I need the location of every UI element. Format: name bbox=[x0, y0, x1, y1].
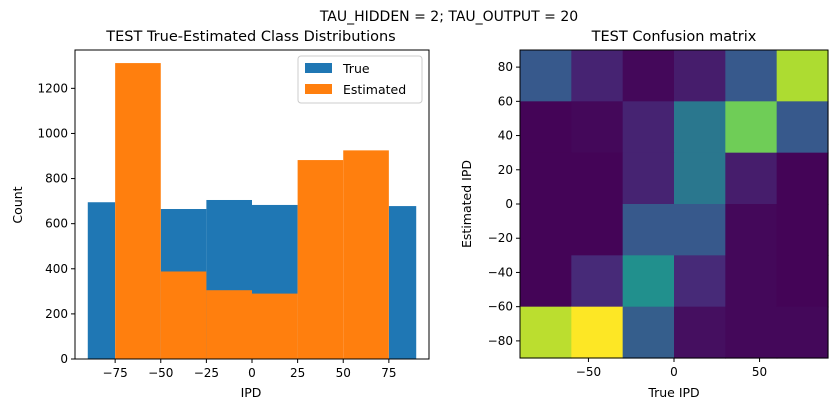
cm-cell-r2-c0 bbox=[520, 152, 572, 205]
cm-cell-r5-c4 bbox=[725, 306, 778, 359]
histogram-chart: TEST True-Estimated Class Distributions … bbox=[10, 29, 430, 400]
cm-cell-r5-c5 bbox=[776, 306, 829, 359]
confusion-matrix-y-label: Estimated IPD bbox=[459, 160, 474, 248]
bar-estimated-4 bbox=[297, 160, 344, 359]
cm-cell-r1-c2 bbox=[622, 101, 675, 154]
cm-cell-r1-c0 bbox=[520, 101, 572, 154]
histogram-y-ticks: 0 200 400 600 800 1000 1200 bbox=[37, 81, 75, 366]
cm-cell-r3-c0 bbox=[520, 204, 572, 256]
x-tick-label: −50 bbox=[576, 365, 601, 379]
bar-estimated-0 bbox=[115, 63, 161, 359]
y-tick-label: −80 bbox=[488, 334, 513, 348]
histogram-x-label: IPD bbox=[241, 385, 262, 400]
confusion-matrix-y-ticks: −80 −60 −40 −20 0 20 40 60 80 bbox=[488, 60, 520, 348]
y-tick-label: 20 bbox=[498, 163, 513, 177]
cm-cell-r2-c1 bbox=[571, 152, 624, 205]
cm-cell-r0-c2 bbox=[622, 50, 675, 102]
bar-estimated-5 bbox=[343, 150, 389, 359]
cm-cell-r3-c5 bbox=[776, 204, 829, 256]
figure-suptitle: TAU_HIDDEN = 2; TAU_OUTPUT = 20 bbox=[319, 9, 578, 25]
y-tick-label: −40 bbox=[488, 265, 513, 279]
legend-swatch-estimated bbox=[305, 84, 332, 94]
y-tick-label: 0 bbox=[505, 197, 513, 211]
x-tick-label: 75 bbox=[381, 366, 396, 380]
cm-cell-r5-c2 bbox=[622, 306, 675, 359]
y-tick-label: 1000 bbox=[37, 126, 68, 140]
y-tick-label: 0 bbox=[60, 352, 68, 366]
y-tick-label: 1200 bbox=[37, 81, 68, 95]
cm-cell-r2-c5 bbox=[776, 152, 829, 205]
cm-cell-r4-c0 bbox=[520, 255, 572, 308]
y-tick-label: 400 bbox=[45, 262, 68, 276]
cm-cell-r1-c1 bbox=[571, 101, 624, 154]
histogram-y-label: Count bbox=[10, 186, 25, 223]
cm-cell-r2-c2 bbox=[622, 152, 675, 205]
confusion-matrix-x-label: True IPD bbox=[647, 385, 699, 400]
cm-cell-r4-c2 bbox=[622, 255, 675, 308]
bar-estimated-2 bbox=[206, 290, 252, 359]
legend-label-estimated: Estimated bbox=[343, 82, 406, 97]
legend-label-true: True bbox=[342, 61, 370, 76]
confusion-matrix-cells bbox=[520, 50, 829, 359]
bar-estimated-3 bbox=[252, 293, 298, 359]
cm-cell-r3-c1 bbox=[571, 204, 624, 256]
y-tick-label: 600 bbox=[45, 217, 68, 231]
cm-cell-r4-c4 bbox=[725, 255, 778, 308]
histogram-x-ticks: −75 −50 −25 0 25 50 75 bbox=[102, 359, 396, 380]
confusion-matrix-title: TEST Confusion matrix bbox=[591, 29, 757, 45]
cm-cell-r0-c5 bbox=[776, 50, 829, 102]
histogram-legend: True Estimated bbox=[297, 55, 423, 104]
cm-cell-r4-c1 bbox=[571, 255, 624, 308]
x-tick-label: −75 bbox=[102, 366, 127, 380]
cm-cell-r1-c4 bbox=[725, 101, 778, 154]
x-tick-label: 0 bbox=[248, 366, 256, 380]
cm-cell-r0-c1 bbox=[571, 50, 624, 102]
cm-cell-r5-c1 bbox=[571, 306, 624, 359]
x-tick-label: 50 bbox=[752, 365, 767, 379]
cm-cell-r4-c3 bbox=[674, 255, 726, 308]
cm-cell-r2-c4 bbox=[725, 152, 778, 205]
legend-swatch-true bbox=[305, 63, 332, 73]
confusion-matrix-x-ticks: −50 0 50 bbox=[576, 358, 767, 379]
cm-cell-r0-c0 bbox=[520, 50, 572, 102]
cm-cell-r1-c3 bbox=[674, 101, 726, 154]
cm-cell-r5-c3 bbox=[674, 306, 726, 359]
y-tick-label: −60 bbox=[488, 300, 513, 314]
cm-cell-r0-c3 bbox=[674, 50, 726, 102]
bar-true-0 bbox=[87, 202, 116, 359]
cm-cell-r5-c0 bbox=[520, 306, 572, 359]
x-tick-label: 50 bbox=[336, 366, 351, 380]
y-tick-label: 200 bbox=[45, 307, 68, 321]
bar-estimated-1 bbox=[160, 271, 207, 359]
y-tick-label: 40 bbox=[498, 129, 513, 143]
x-tick-label: 25 bbox=[290, 366, 305, 380]
y-tick-label: −20 bbox=[488, 231, 513, 245]
histogram-title: TEST True-Estimated Class Distributions bbox=[105, 29, 395, 45]
y-tick-label: 60 bbox=[498, 94, 513, 108]
y-tick-label: 80 bbox=[498, 60, 513, 74]
estimated-series-bars bbox=[115, 63, 389, 359]
y-tick-label: 800 bbox=[45, 172, 68, 186]
cm-cell-r0-c4 bbox=[725, 50, 778, 102]
cm-cell-r3-c4 bbox=[725, 204, 778, 256]
x-tick-label: −25 bbox=[194, 366, 219, 380]
x-tick-label: 0 bbox=[670, 365, 678, 379]
cm-cell-r1-c5 bbox=[776, 101, 829, 154]
cm-cell-r3-c2 bbox=[622, 204, 675, 256]
cm-cell-r3-c3 bbox=[674, 204, 726, 256]
confusion-matrix-chart: TEST Confusion matrix −50 0 50 −80 −60 −40 −2… bbox=[459, 29, 829, 400]
bar-true-7 bbox=[388, 206, 417, 359]
cm-cell-r2-c3 bbox=[674, 152, 726, 205]
cm-cell-r4-c5 bbox=[776, 255, 829, 308]
x-tick-label: −50 bbox=[148, 366, 173, 380]
